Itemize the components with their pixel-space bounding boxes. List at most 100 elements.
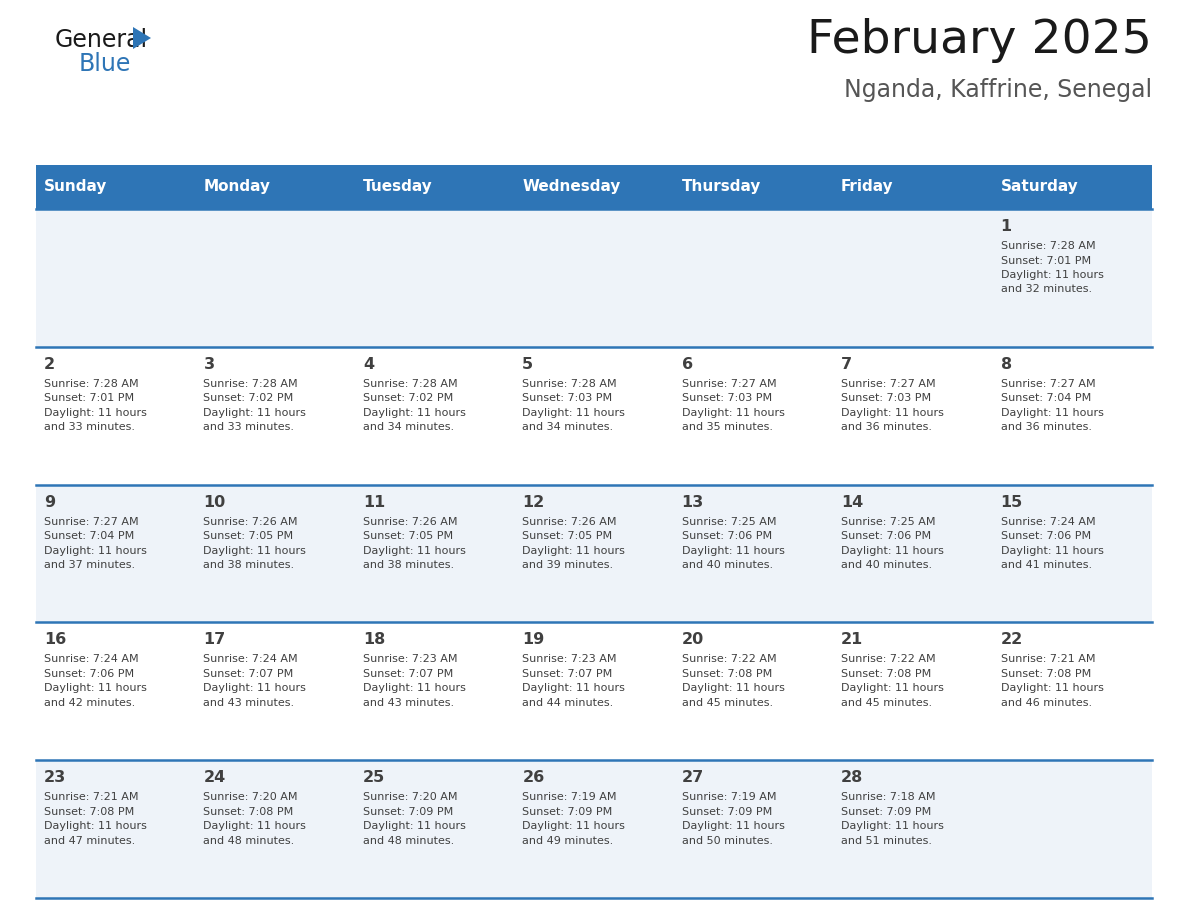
Text: and 45 minutes.: and 45 minutes.	[841, 698, 933, 708]
Text: and 48 minutes.: and 48 minutes.	[362, 835, 454, 845]
Text: and 43 minutes.: and 43 minutes.	[203, 698, 295, 708]
Text: Sunrise: 7:26 AM: Sunrise: 7:26 AM	[203, 517, 298, 527]
Text: Daylight: 11 hours: Daylight: 11 hours	[362, 545, 466, 555]
Bar	[36, 209, 1152, 347]
Text: Daylight: 11 hours: Daylight: 11 hours	[203, 408, 307, 418]
Text: 10: 10	[203, 495, 226, 509]
Text: February 2025: February 2025	[807, 18, 1152, 63]
Text: Sunset: 7:04 PM: Sunset: 7:04 PM	[1000, 393, 1091, 403]
Text: Sunrise: 7:23 AM: Sunrise: 7:23 AM	[523, 655, 617, 665]
Text: Sunrise: 7:18 AM: Sunrise: 7:18 AM	[841, 792, 936, 802]
Text: 14: 14	[841, 495, 864, 509]
Text: Sunrise: 7:27 AM: Sunrise: 7:27 AM	[1000, 379, 1095, 389]
Text: and 33 minutes.: and 33 minutes.	[44, 422, 135, 432]
Text: 15: 15	[1000, 495, 1023, 509]
Text: 26: 26	[523, 770, 544, 785]
Text: Sunset: 7:08 PM: Sunset: 7:08 PM	[841, 669, 931, 679]
Text: Saturday: Saturday	[1000, 180, 1079, 195]
Text: Daylight: 11 hours: Daylight: 11 hours	[44, 683, 147, 693]
Text: Sunset: 7:09 PM: Sunset: 7:09 PM	[523, 807, 613, 817]
Text: Sunrise: 7:27 AM: Sunrise: 7:27 AM	[682, 379, 776, 389]
Text: Daylight: 11 hours: Daylight: 11 hours	[1000, 408, 1104, 418]
Text: Daylight: 11 hours: Daylight: 11 hours	[841, 683, 944, 693]
Text: Nganda, Kaffrine, Senegal: Nganda, Kaffrine, Senegal	[843, 78, 1152, 102]
Text: 18: 18	[362, 633, 385, 647]
Text: Daylight: 11 hours: Daylight: 11 hours	[203, 683, 307, 693]
Text: 11: 11	[362, 495, 385, 509]
Text: 16: 16	[44, 633, 67, 647]
Bar	[36, 347, 1152, 485]
Text: Blue: Blue	[78, 52, 132, 76]
Text: Sunrise: 7:25 AM: Sunrise: 7:25 AM	[682, 517, 776, 527]
Text: Sunset: 7:01 PM: Sunset: 7:01 PM	[44, 393, 134, 403]
Text: Sunset: 7:09 PM: Sunset: 7:09 PM	[841, 807, 931, 817]
Text: Sunrise: 7:28 AM: Sunrise: 7:28 AM	[1000, 241, 1095, 251]
Text: Sunset: 7:03 PM: Sunset: 7:03 PM	[523, 393, 612, 403]
Text: and 37 minutes.: and 37 minutes.	[44, 560, 135, 570]
Text: Daylight: 11 hours: Daylight: 11 hours	[44, 822, 147, 831]
Text: and 36 minutes.: and 36 minutes.	[1000, 422, 1092, 432]
Text: 12: 12	[523, 495, 544, 509]
Text: Friday: Friday	[841, 180, 893, 195]
Text: and 34 minutes.: and 34 minutes.	[523, 422, 613, 432]
Text: Sunrise: 7:19 AM: Sunrise: 7:19 AM	[523, 792, 617, 802]
Text: Wednesday: Wednesday	[523, 180, 620, 195]
Text: Sunrise: 7:28 AM: Sunrise: 7:28 AM	[203, 379, 298, 389]
Text: and 32 minutes.: and 32 minutes.	[1000, 285, 1092, 295]
Bar	[355, 165, 514, 209]
Text: and 36 minutes.: and 36 minutes.	[841, 422, 933, 432]
Text: Sunset: 7:09 PM: Sunset: 7:09 PM	[682, 807, 772, 817]
Text: Daylight: 11 hours: Daylight: 11 hours	[1000, 683, 1104, 693]
Bar	[514, 165, 674, 209]
Text: and 35 minutes.: and 35 minutes.	[682, 422, 772, 432]
Text: Sunset: 7:01 PM: Sunset: 7:01 PM	[1000, 255, 1091, 265]
Text: Daylight: 11 hours: Daylight: 11 hours	[44, 408, 147, 418]
Bar	[833, 165, 992, 209]
Text: Tuesday: Tuesday	[362, 180, 432, 195]
Text: 19: 19	[523, 633, 544, 647]
Text: Sunrise: 7:21 AM: Sunrise: 7:21 AM	[1000, 655, 1095, 665]
Text: Sunrise: 7:22 AM: Sunrise: 7:22 AM	[682, 655, 776, 665]
Text: Sunrise: 7:21 AM: Sunrise: 7:21 AM	[44, 792, 139, 802]
Bar	[196, 165, 355, 209]
Text: Sunset: 7:05 PM: Sunset: 7:05 PM	[203, 532, 293, 541]
Text: Daylight: 11 hours: Daylight: 11 hours	[523, 683, 625, 693]
Text: Sunset: 7:08 PM: Sunset: 7:08 PM	[44, 807, 134, 817]
Text: Sunday: Sunday	[44, 180, 107, 195]
Text: Sunrise: 7:19 AM: Sunrise: 7:19 AM	[682, 792, 776, 802]
Text: Sunrise: 7:22 AM: Sunrise: 7:22 AM	[841, 655, 936, 665]
Bar	[36, 622, 1152, 760]
Text: Daylight: 11 hours: Daylight: 11 hours	[523, 545, 625, 555]
Text: Sunset: 7:05 PM: Sunset: 7:05 PM	[362, 532, 453, 541]
Text: 25: 25	[362, 770, 385, 785]
Text: Daylight: 11 hours: Daylight: 11 hours	[682, 822, 784, 831]
Text: Daylight: 11 hours: Daylight: 11 hours	[203, 545, 307, 555]
Text: Daylight: 11 hours: Daylight: 11 hours	[523, 408, 625, 418]
Text: 1: 1	[1000, 219, 1012, 234]
Text: General: General	[55, 28, 148, 52]
Text: Monday: Monday	[203, 180, 271, 195]
Text: Sunset: 7:07 PM: Sunset: 7:07 PM	[203, 669, 293, 679]
Text: Sunrise: 7:20 AM: Sunrise: 7:20 AM	[362, 792, 457, 802]
Bar	[992, 165, 1152, 209]
Text: and 43 minutes.: and 43 minutes.	[362, 698, 454, 708]
Text: Daylight: 11 hours: Daylight: 11 hours	[841, 822, 944, 831]
Text: Sunrise: 7:24 AM: Sunrise: 7:24 AM	[203, 655, 298, 665]
Text: Sunset: 7:08 PM: Sunset: 7:08 PM	[1000, 669, 1091, 679]
Text: and 46 minutes.: and 46 minutes.	[1000, 698, 1092, 708]
Text: and 44 minutes.: and 44 minutes.	[523, 698, 613, 708]
Text: Sunrise: 7:26 AM: Sunrise: 7:26 AM	[362, 517, 457, 527]
Text: 3: 3	[203, 357, 215, 372]
Text: 28: 28	[841, 770, 864, 785]
Text: and 40 minutes.: and 40 minutes.	[841, 560, 933, 570]
Text: Sunrise: 7:27 AM: Sunrise: 7:27 AM	[841, 379, 936, 389]
Text: and 38 minutes.: and 38 minutes.	[362, 560, 454, 570]
Text: Sunset: 7:09 PM: Sunset: 7:09 PM	[362, 807, 453, 817]
Text: Thursday: Thursday	[682, 180, 762, 195]
Polygon shape	[133, 27, 151, 49]
Bar	[674, 165, 833, 209]
Text: Sunrise: 7:27 AM: Sunrise: 7:27 AM	[44, 517, 139, 527]
Text: Sunset: 7:02 PM: Sunset: 7:02 PM	[362, 393, 453, 403]
Text: Daylight: 11 hours: Daylight: 11 hours	[682, 408, 784, 418]
Text: Daylight: 11 hours: Daylight: 11 hours	[1000, 270, 1104, 280]
